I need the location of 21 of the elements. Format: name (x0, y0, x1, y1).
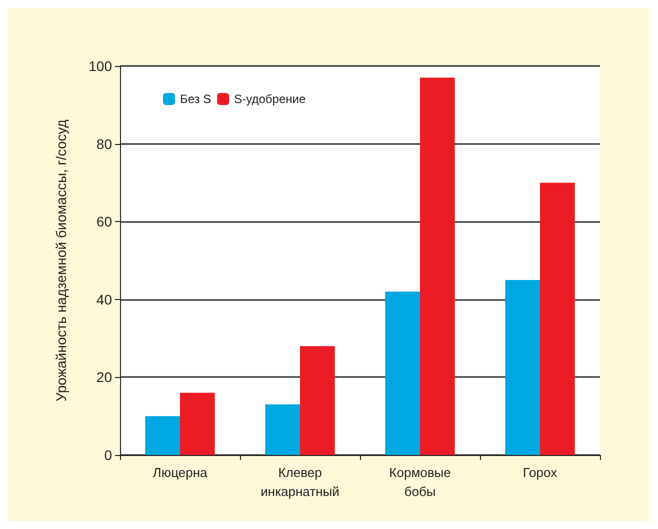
bar (265, 404, 300, 455)
bar (385, 292, 420, 455)
y-tick-label: 40 (96, 291, 112, 308)
bar (420, 78, 455, 455)
y-tick-label: 0 (104, 447, 112, 463)
bar (540, 182, 575, 455)
y-axis-title: Урожайность надземной биомассы, г/сосуд (53, 120, 69, 402)
bar (505, 280, 540, 455)
y-tick-label: 60 (96, 214, 112, 230)
bar (300, 346, 335, 455)
x-tick-label: Горох (522, 465, 558, 480)
legend-label: S-удобрение (234, 92, 306, 106)
bar (180, 392, 215, 455)
x-tick-label: Клевер инкарнатный (260, 465, 340, 499)
bar (145, 416, 180, 455)
x-tick-label: Кормовые бобы (389, 465, 451, 499)
y-tick-label: 100 (88, 58, 112, 74)
x-tick-label: Люцерна (152, 465, 208, 480)
legend-label: Без S (180, 92, 212, 106)
y-tick-label: 20 (96, 369, 112, 386)
y-tick-label: 80 (96, 136, 112, 152)
